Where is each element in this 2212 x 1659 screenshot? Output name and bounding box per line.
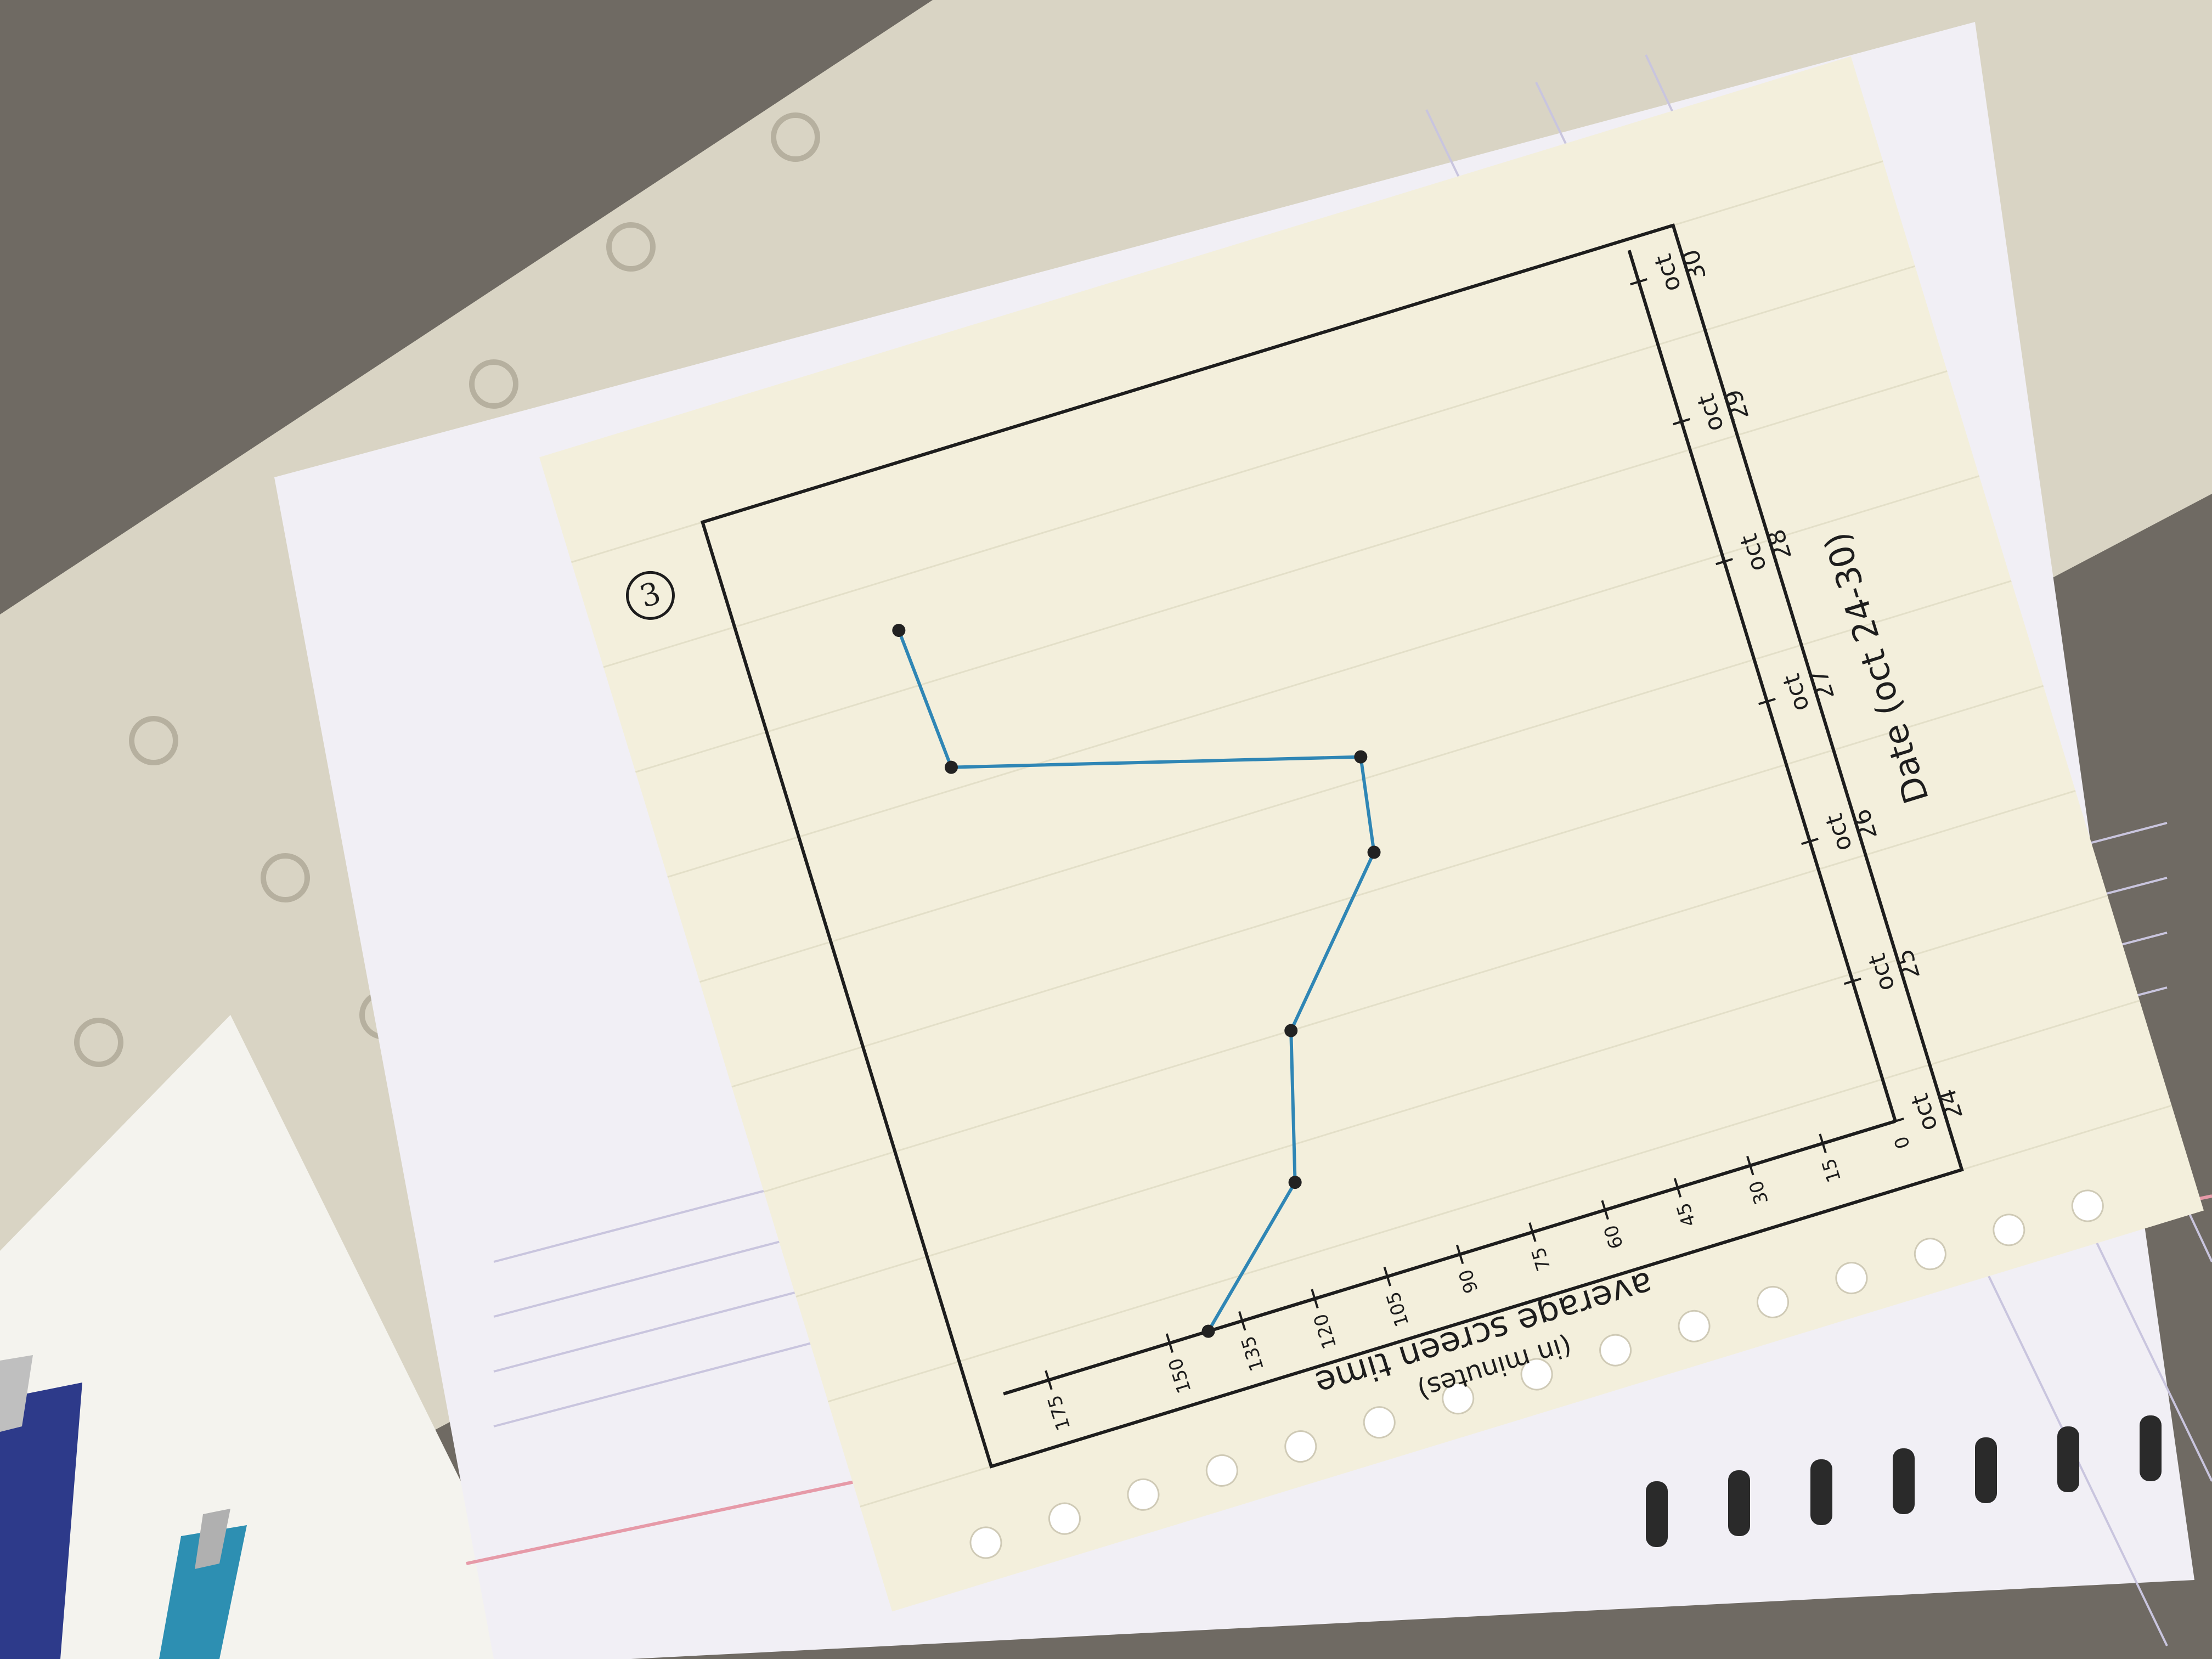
y-tick-mark (1601, 1200, 1609, 1220)
pens (0, 1355, 247, 1659)
y-tick-mark (1383, 1267, 1391, 1286)
notebook-spiral-rings (1646, 1415, 2162, 1547)
y-tick-mark (1528, 1222, 1537, 1242)
left-lined-paper (0, 1015, 549, 1659)
data-point (1284, 1024, 1298, 1037)
y-tick-mark (1045, 1370, 1053, 1390)
data-point (892, 624, 906, 637)
chart-marks (892, 250, 1904, 1396)
x-axis-line (1627, 250, 1897, 1122)
binder-holes (969, 1189, 2104, 1559)
y-tick-mark (1746, 1155, 1754, 1176)
x-tick-mark (1758, 698, 1776, 706)
graph-paper-sheet: 0153045607590105120135150175oct24oct25oc… (539, 56, 2204, 1612)
y-tick-mark (1455, 1244, 1464, 1265)
y-tick-mark (1673, 1178, 1682, 1198)
data-point (1288, 1176, 1302, 1189)
x-tick-mark (1630, 278, 1647, 286)
x-tick-mark (1886, 1118, 1904, 1125)
data-point (1354, 750, 1368, 764)
y-tick-mark (1819, 1133, 1827, 1153)
data-point (1201, 1324, 1215, 1338)
y-tick-mark (1165, 1333, 1174, 1353)
x-tick-mark (1801, 838, 1819, 845)
y-axis-line (1003, 1119, 1896, 1396)
chart-frame (700, 223, 1964, 1469)
y-tick-mark (1238, 1311, 1246, 1331)
x-tick-mark (1673, 418, 1690, 426)
x-tick-mark (1716, 558, 1733, 566)
data-point (1367, 845, 1381, 859)
data-point (944, 760, 958, 774)
page-number-circle (625, 571, 675, 620)
y-tick-mark (1311, 1289, 1319, 1309)
x-tick-mark (1843, 978, 1861, 985)
